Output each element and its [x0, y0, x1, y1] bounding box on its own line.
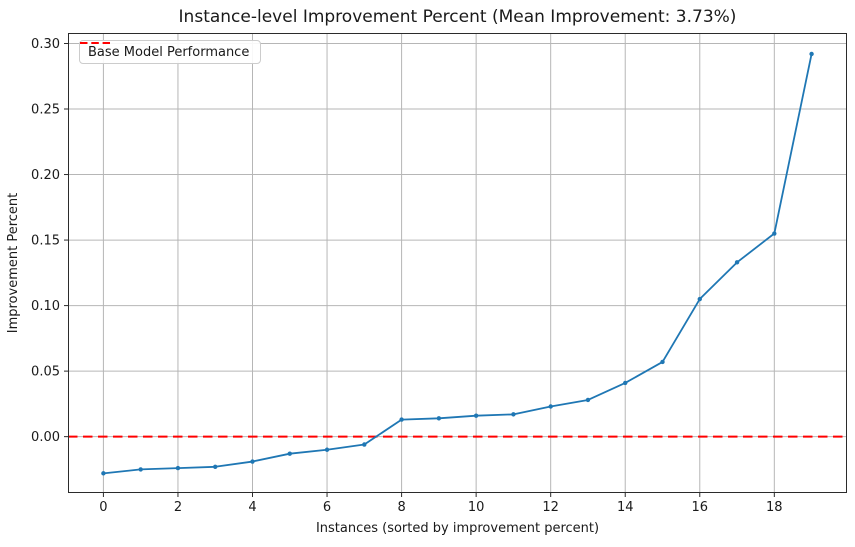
data-point-16: [697, 296, 702, 302]
data-point-4: [250, 459, 255, 464]
x-tick-label: 0: [99, 500, 107, 515]
data-point-11: [511, 412, 516, 417]
data-point-7: [362, 442, 367, 447]
x-tick-label: 12: [542, 500, 559, 515]
legend: Base Model Performance: [79, 40, 262, 64]
data-point-13: [585, 397, 591, 403]
x-tick-label: 16: [691, 500, 708, 515]
data-point-1: [138, 467, 143, 472]
x-tick-label: 6: [323, 500, 331, 515]
y-tick-label: 0.20: [31, 168, 60, 183]
chart-title: Instance-level Improvement Percent (Mean…: [178, 7, 737, 27]
data-point-5: [287, 451, 292, 456]
data-point-2: [175, 465, 181, 471]
y-tick-label: 0.05: [31, 365, 60, 380]
data-point-10: [473, 413, 479, 418]
y-tick-label: 0.25: [31, 102, 60, 117]
x-axis-label: Instances (sorted by improvement percent…: [315, 521, 600, 536]
data-point-6: [324, 447, 330, 452]
x-tick-label: 18: [766, 500, 783, 515]
data-point-19: [809, 51, 814, 57]
plot-border: [68, 33, 847, 493]
data-point-12: [548, 404, 553, 409]
data-point-14: [623, 380, 628, 386]
x-tick-label: 4: [248, 500, 256, 515]
x-tick-label: 14: [617, 500, 634, 515]
y-tick-label: 0.30: [31, 37, 60, 52]
x-tick-label: 2: [174, 500, 182, 515]
data-point-8: [399, 417, 404, 422]
x-tick-label: 10: [468, 500, 485, 515]
data-point-0: [101, 471, 106, 476]
y-tick-label: 0.10: [31, 299, 60, 314]
data-point-17: [734, 260, 740, 265]
legend-label: Base Model Performance: [88, 44, 250, 60]
legend-dash-sample-icon: [80, 42, 110, 44]
x-tick-label: 8: [397, 500, 405, 515]
data-point-9: [436, 416, 442, 421]
y-axis-label-text: Improvement Percent: [6, 192, 21, 334]
data-point-3: [213, 464, 218, 469]
y-tick-label: 0.00: [31, 430, 60, 445]
y-tick-label: 0.15: [31, 233, 60, 248]
improvement-line: [103, 53, 813, 475]
data-point-15: [660, 359, 665, 365]
data-point-18: [772, 231, 777, 236]
